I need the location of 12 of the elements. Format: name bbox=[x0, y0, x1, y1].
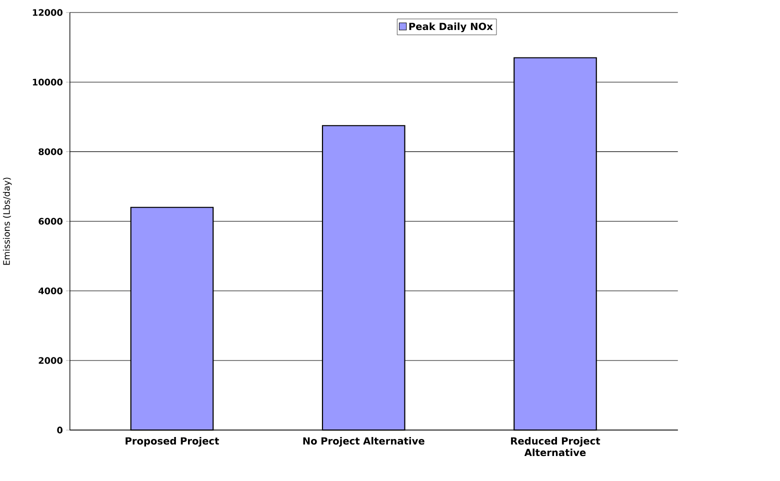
y-axis-title: Emissions (Lbs/day) bbox=[2, 178, 12, 265]
legend-label: Peak Daily NOx bbox=[409, 22, 493, 32]
x-tick-label: Reduced Project Alternative bbox=[511, 437, 600, 456]
y-tick-label: 12000 bbox=[32, 9, 62, 16]
y-tick-label: 8000 bbox=[38, 148, 62, 156]
y-tick-label: 10000 bbox=[32, 78, 62, 86]
y-tick-label: 0 bbox=[57, 426, 62, 434]
y-tick-label: 2000 bbox=[38, 357, 62, 364]
x-tick-label: Proposed Project bbox=[126, 437, 220, 447]
y-tick-label: 4000 bbox=[38, 287, 62, 294]
x-tick-label: No Project Alternative bbox=[303, 437, 424, 447]
y-tick-label: 6000 bbox=[38, 218, 62, 225]
